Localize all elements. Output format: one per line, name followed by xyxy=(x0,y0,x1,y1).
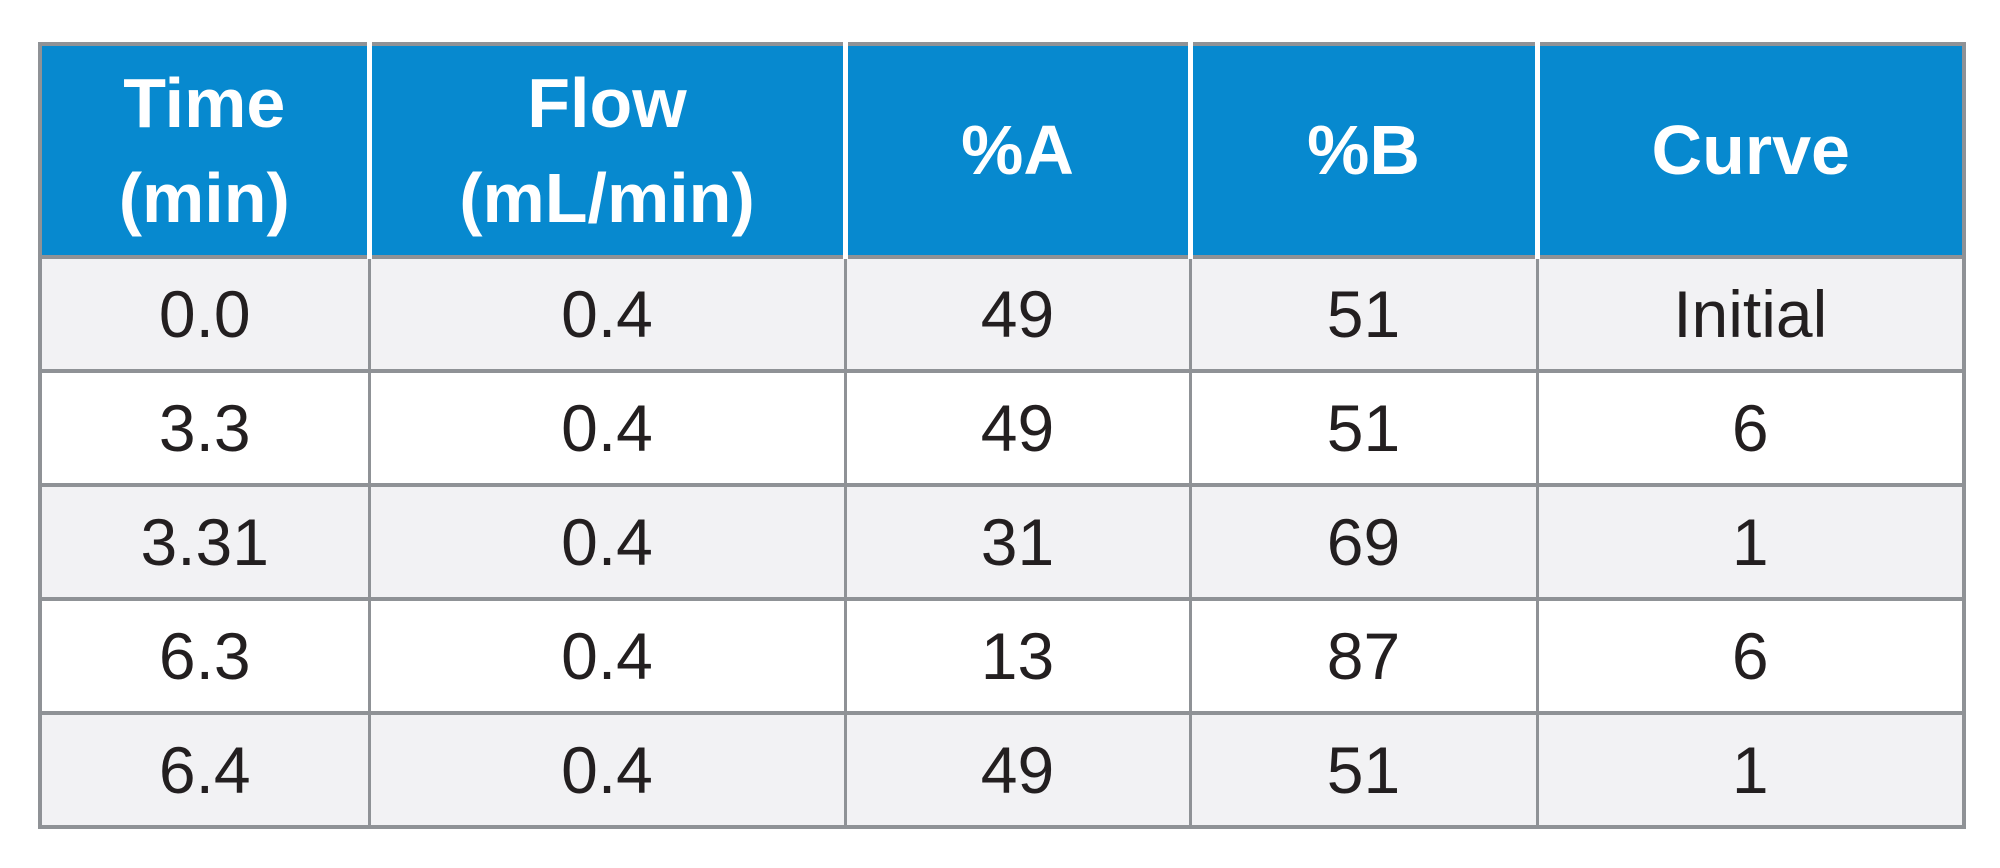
table-row: 6.3 0.4 13 87 6 xyxy=(38,597,1966,715)
cell-time: 0.0 xyxy=(38,255,371,373)
cell-flow: 0.4 xyxy=(367,597,847,715)
cell-flow: 0.4 xyxy=(367,483,847,601)
cell-percent-a: 49 xyxy=(843,255,1192,373)
cell-curve: 6 xyxy=(1535,369,1966,487)
cell-flow: 0.4 xyxy=(367,255,847,373)
cell-percent-b: 51 xyxy=(1188,255,1539,373)
table-row: 0.0 0.4 49 51 Initial xyxy=(38,255,1966,373)
cell-flow: 0.4 xyxy=(367,711,847,829)
table-row: 3.3 0.4 49 51 6 xyxy=(38,369,1966,487)
cell-time: 6.3 xyxy=(38,597,371,715)
cell-percent-b: 51 xyxy=(1188,711,1539,829)
header-cell-flow: Flow (mL/min) xyxy=(366,44,845,259)
header-cell-percent-b: %B xyxy=(1187,44,1537,259)
cell-percent-b: 69 xyxy=(1188,483,1539,601)
cell-percent-a: 49 xyxy=(843,711,1192,829)
cell-percent-b: 87 xyxy=(1188,597,1539,715)
gradient-table: Time (min) Flow (mL/min) %A %B Curve 0.0… xyxy=(38,42,1966,829)
cell-percent-b: 51 xyxy=(1188,369,1539,487)
header-cell-time: Time (min) xyxy=(40,44,369,259)
header-cell-percent-a: %A xyxy=(842,44,1190,259)
cell-curve: 1 xyxy=(1535,711,1966,829)
cell-time: 6.4 xyxy=(38,711,371,829)
table-row: 3.31 0.4 31 69 1 xyxy=(38,483,1966,601)
header-cell-curve: Curve xyxy=(1534,44,1964,259)
cell-curve: 6 xyxy=(1535,597,1966,715)
cell-curve: Initial xyxy=(1535,255,1966,373)
cell-time: 3.31 xyxy=(38,483,371,601)
cell-percent-a: 49 xyxy=(843,369,1192,487)
table-row: 6.4 0.4 49 51 1 xyxy=(38,711,1966,829)
header-row: Time (min) Flow (mL/min) %A %B Curve xyxy=(40,44,1964,259)
cell-curve: 1 xyxy=(1535,483,1966,601)
cell-percent-a: 31 xyxy=(843,483,1192,601)
cell-time: 3.3 xyxy=(38,369,371,487)
cell-percent-a: 13 xyxy=(843,597,1192,715)
cell-flow: 0.4 xyxy=(367,369,847,487)
